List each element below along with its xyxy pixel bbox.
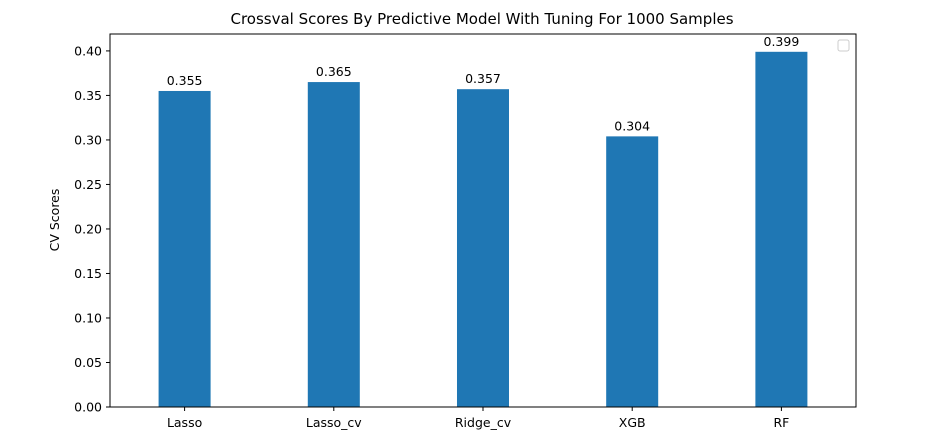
data-label: 0.365 — [316, 64, 352, 79]
bar-ridge-cv — [456, 89, 509, 407]
chart-title: Crossval Scores By Predictive Model With… — [230, 10, 733, 28]
y-tick-label: 0.25 — [74, 177, 102, 192]
x-tick-label: RF — [773, 415, 789, 430]
y-tick-label: 0.30 — [74, 132, 102, 147]
y-tick-label: 0.10 — [74, 310, 102, 325]
bar-rf — [755, 51, 808, 408]
data-label: 0.304 — [614, 118, 650, 133]
x-tick-label: Lasso — [167, 415, 202, 430]
data-label: 0.399 — [764, 34, 800, 49]
x-tick-label: Ridge_cv — [455, 415, 512, 430]
data-label: 0.355 — [167, 73, 203, 88]
x-tick-label: XGB — [619, 415, 646, 430]
x-tick-label: Lasso_cv — [306, 415, 362, 430]
y-axis: 0.00 0.05 0.10 0.15 0.20 0.25 0.30 0.35 0.40 — [74, 43, 110, 415]
y-tick-label: 0.40 — [74, 43, 102, 58]
legend-box — [837, 39, 850, 52]
y-tick-label: 0.05 — [74, 355, 102, 370]
y-tick-label: 0.15 — [74, 266, 102, 281]
bar-lasso-cv — [307, 82, 360, 407]
y-tick-label: 0.35 — [74, 88, 102, 103]
y-tick-label: 0.00 — [74, 400, 102, 415]
bars-group — [158, 51, 808, 408]
data-label: 0.357 — [465, 71, 501, 86]
y-axis-label: CV Scores — [47, 189, 62, 252]
x-axis: Lasso Lasso_cv Ridge_cv XGB RF — [167, 407, 789, 430]
bar-xgb — [606, 136, 659, 407]
bar-lasso — [158, 90, 211, 407]
data-labels-group: 0.355 0.365 0.357 0.304 0.399 — [167, 34, 800, 134]
y-tick-label: 0.20 — [74, 221, 102, 236]
